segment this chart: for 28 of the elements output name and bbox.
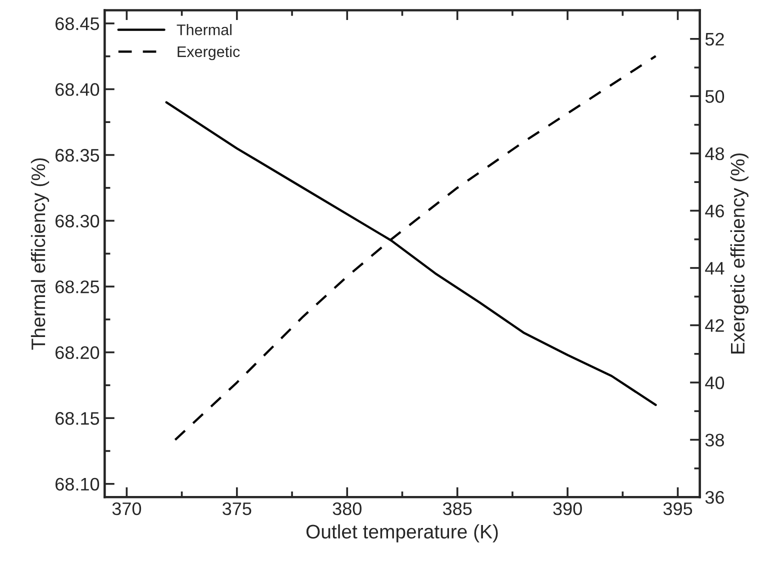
y2-tick-label: 36 [705,490,724,504]
x-tick-label: 395 [663,502,692,516]
y-tick-label: 68.35 [56,148,100,162]
y2-tick-label: 42 [705,319,724,332]
y2-tick-label: 52 [705,32,724,46]
y-tick-label: 68.10 [56,478,100,491]
x-tick-label: 375 [222,502,252,516]
y-tick-label: 68.20 [56,346,100,360]
y-tick-label: 68.15 [56,412,100,425]
x-tick-label: 385 [442,502,472,516]
y-tick-label: 68.25 [56,280,100,294]
y-tick-label: 68.30 [56,214,100,228]
y-tick-label: 68.40 [56,83,100,96]
y-axis-title: Thermal efficiency (%) [30,158,50,350]
x-tick-label: 390 [553,502,582,516]
legend-label: Exergetic [178,46,240,60]
x-tick-label: 380 [332,502,362,516]
x-tick-label: 370 [112,502,142,516]
y2-tick-label: 44 [705,262,724,275]
y2-tick-label: 46 [705,204,724,218]
y2-tick-label: 48 [705,147,724,160]
y2-tick-label: 50 [705,90,724,103]
y2-tick-label: 38 [705,434,724,446]
legend-label: Thermal [176,24,232,36]
y-tick-label: 68.45 [56,17,100,30]
x-axis-title: Outlet temperature (K) [306,524,498,542]
y2-axis-title: Exergetic efficiency (%) [730,153,748,354]
y2-tick-label: 40 [705,376,724,390]
